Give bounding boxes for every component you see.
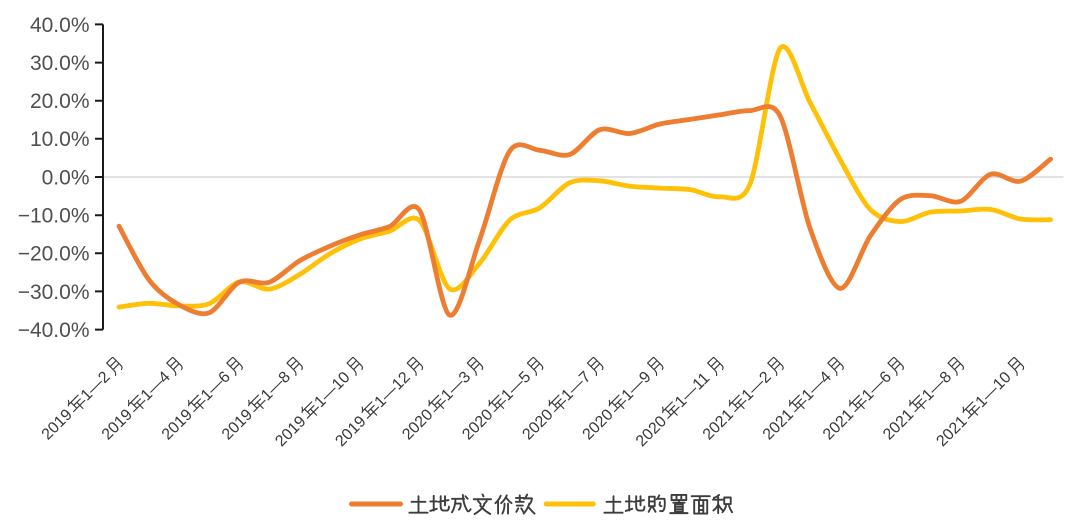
svg-text:−20.0%: −20.0% bbox=[18, 243, 90, 266]
svg-text:40.0%: 40.0% bbox=[30, 14, 90, 37]
svg-text:20.0%: 20.0% bbox=[30, 90, 90, 113]
svg-text:30.0%: 30.0% bbox=[30, 52, 90, 75]
svg-text:0.0%: 0.0% bbox=[42, 166, 90, 189]
svg-text:−30.0%: −30.0% bbox=[18, 281, 90, 304]
svg-text:−10.0%: −10.0% bbox=[18, 205, 90, 228]
svg-text:−40.0%: −40.0% bbox=[18, 319, 90, 342]
svg-text:10.0%: 10.0% bbox=[30, 128, 90, 151]
